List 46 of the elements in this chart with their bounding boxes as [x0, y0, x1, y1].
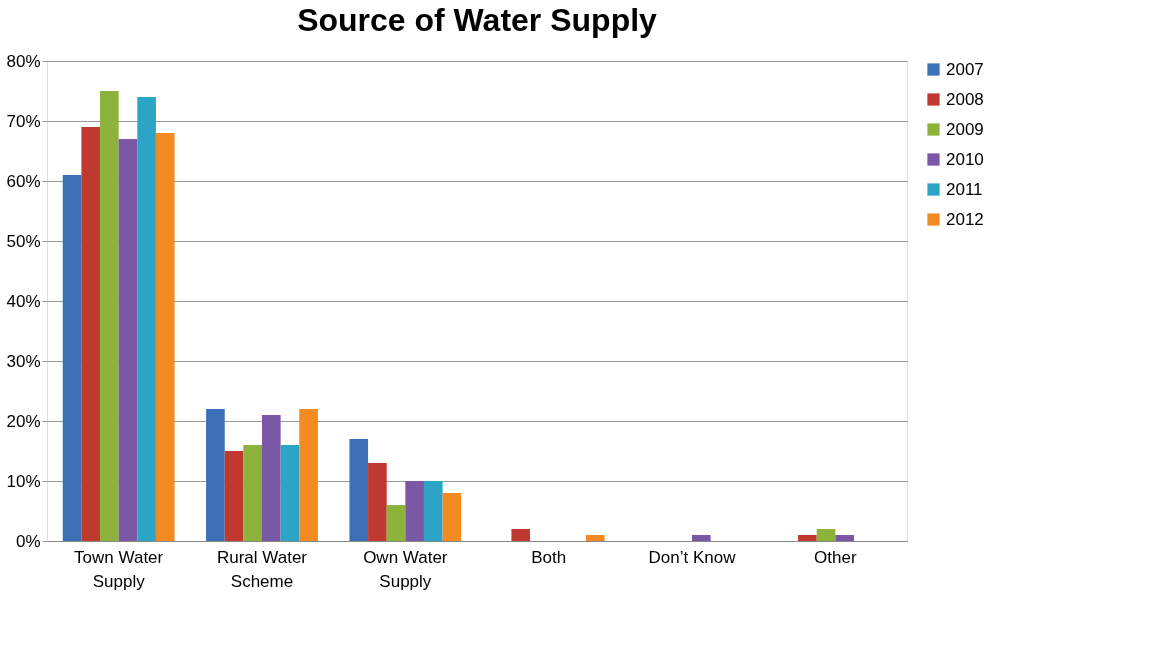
y-tick-label: 70% [6, 111, 41, 131]
bar [155, 133, 175, 541]
bar [137, 97, 156, 541]
bar [206, 409, 225, 541]
y-tick-label: 10% [6, 471, 41, 491]
bar [511, 529, 531, 541]
legend-label: 2007 [946, 59, 984, 79]
bar [100, 91, 119, 541]
y-tick-label: 20% [6, 411, 41, 431]
y-tick-label: 0% [15, 531, 41, 551]
bar [423, 481, 443, 541]
legend-label: 2012 [946, 209, 984, 229]
bar [405, 481, 424, 541]
bar [585, 535, 605, 541]
y-tick-label: 50% [6, 231, 41, 251]
bar [349, 439, 369, 541]
bar [816, 529, 836, 541]
bar [81, 127, 101, 541]
bar [262, 415, 281, 541]
x-tick-label: Town Water Supply [74, 547, 164, 591]
legend-label: 2009 [946, 119, 984, 139]
bar [62, 175, 82, 541]
bar [692, 535, 711, 541]
legend-label: 2011 [946, 179, 983, 199]
bar [835, 535, 854, 541]
bar [118, 139, 138, 541]
bar [299, 409, 318, 541]
x-tick-label: Don’t Know [648, 547, 737, 567]
legend-label: 2008 [946, 89, 984, 109]
x-tick-label: Other [814, 547, 857, 567]
legend-label: 2010 [946, 149, 984, 169]
bar [368, 463, 387, 541]
bar [243, 445, 262, 541]
bar [224, 451, 244, 541]
bar [386, 505, 406, 541]
x-tick-label: Rural Water Scheme [216, 547, 308, 591]
y-tick-label: 40% [6, 291, 41, 311]
chart-title: Source of Water Supply [297, 2, 658, 38]
bar [798, 535, 817, 541]
x-tick-label: Both [531, 547, 567, 567]
x-tick-label: Own Water Supply [363, 547, 448, 591]
bar [280, 445, 300, 541]
bar [442, 493, 462, 541]
y-tick-label: 80% [6, 51, 41, 71]
y-tick-label: 60% [6, 171, 41, 191]
y-tick-label: 30% [6, 351, 41, 371]
